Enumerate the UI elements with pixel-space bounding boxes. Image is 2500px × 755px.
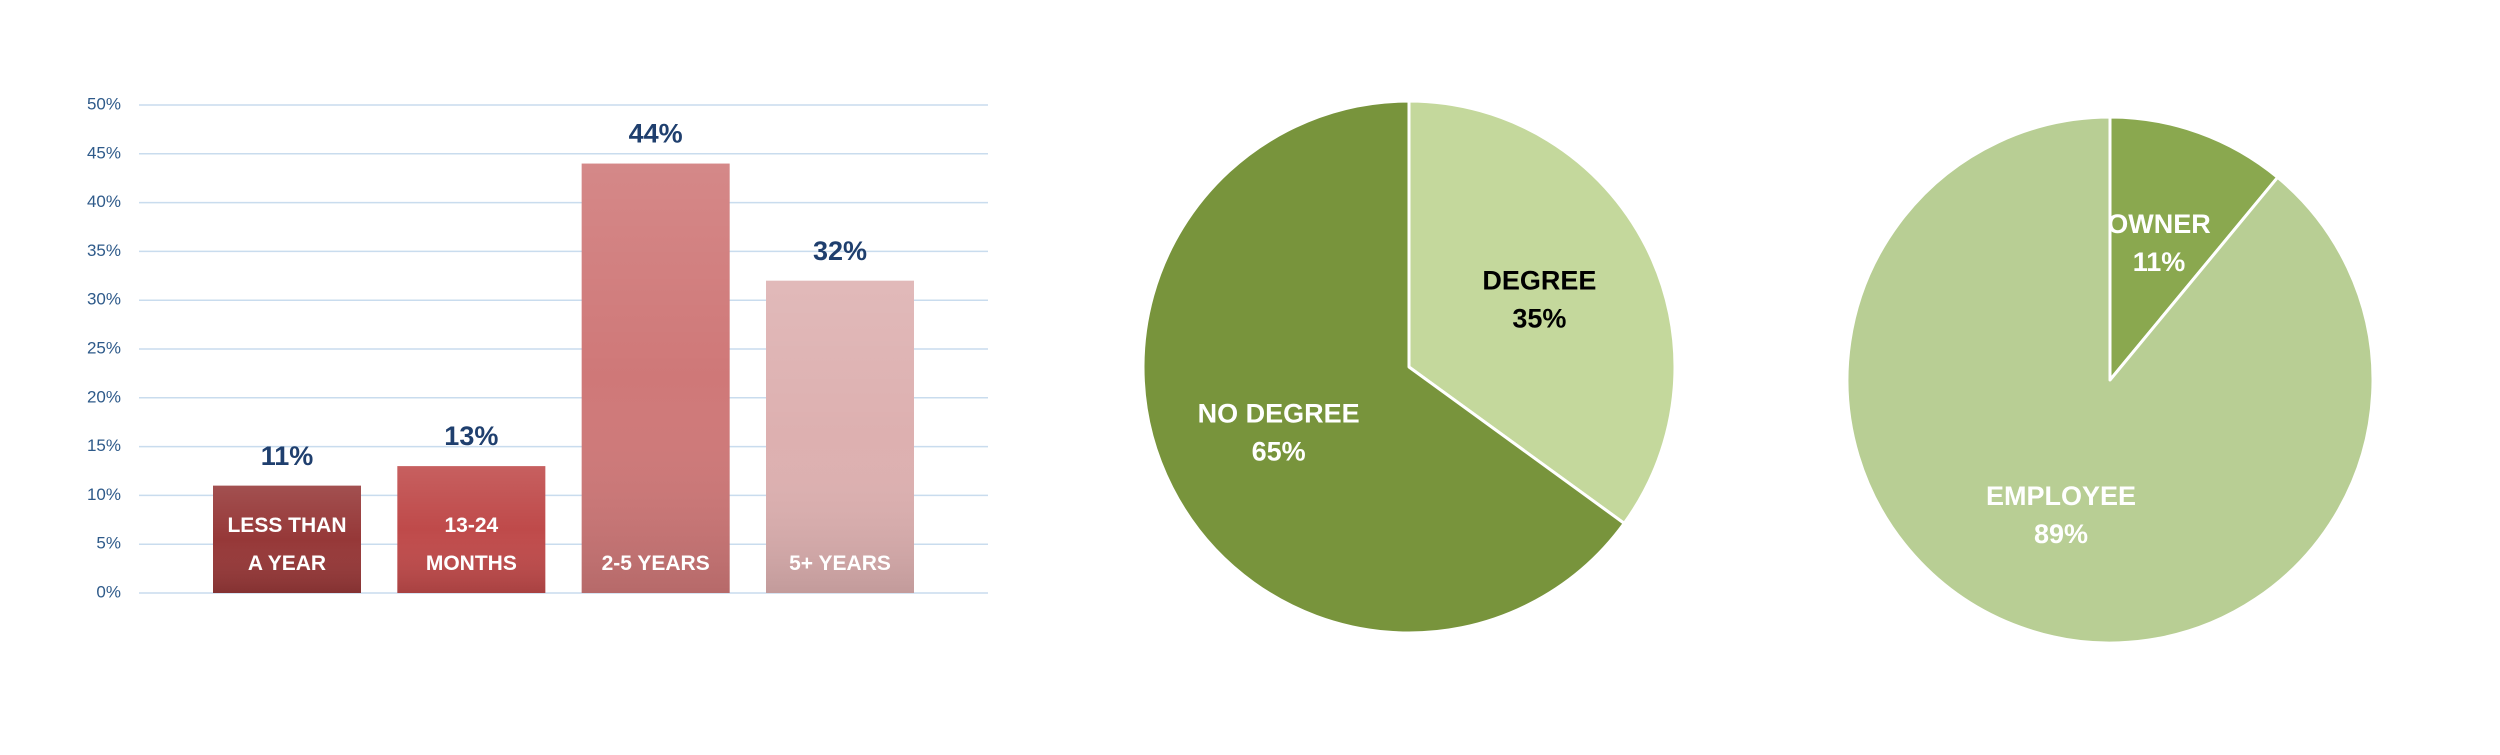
y-tick-label: 0%	[96, 582, 121, 601]
value-label: 13%	[444, 421, 498, 451]
slice-value-label: 65%	[1252, 437, 1306, 467]
slice-value-label: 89%	[2034, 519, 2088, 549]
slice-value-label: 11%	[2133, 247, 2186, 277]
y-tick-label: 20%	[87, 387, 121, 406]
value-label: 44%	[629, 119, 683, 149]
y-tick-label: 15%	[87, 436, 121, 455]
y-tick-label: 25%	[87, 338, 121, 357]
bar-shade	[397, 466, 546, 593]
slice-label: OWNER	[2107, 209, 2211, 239]
bar-shade	[213, 485, 361, 593]
slice-label: DEGREE	[1482, 266, 1596, 296]
pie-slice	[1141, 99, 1626, 635]
category-label: 2-5 YEARS	[601, 552, 710, 575]
bar-shade	[581, 163, 730, 593]
y-tick-label: 45%	[87, 143, 121, 162]
slice-value-label: 35%	[1512, 304, 1566, 334]
category-label: 13-24 MONTHS	[425, 514, 517, 575]
y-tick-label: 5%	[96, 534, 121, 553]
y-tick-label: 40%	[87, 192, 121, 211]
y-tick-label: 10%	[87, 485, 121, 504]
category-label: 5+ YEARS	[789, 552, 891, 575]
pie-slice	[1407, 99, 1677, 525]
y-tick-label: 50%	[87, 94, 121, 113]
value-label: 32%	[813, 236, 867, 266]
bar-shade	[766, 280, 914, 593]
y-tick-label: 35%	[87, 241, 121, 260]
pie-slice	[1845, 115, 2375, 645]
slice-label: NO DEGREE	[1198, 399, 1360, 429]
pie-slice	[2108, 115, 2280, 382]
slice-label: EMPLOYEE	[1986, 481, 2136, 511]
y-tick-label: 30%	[87, 290, 121, 309]
category-label: LESS THAN A YEAR	[227, 514, 347, 575]
value-label: 11%	[261, 441, 314, 471]
